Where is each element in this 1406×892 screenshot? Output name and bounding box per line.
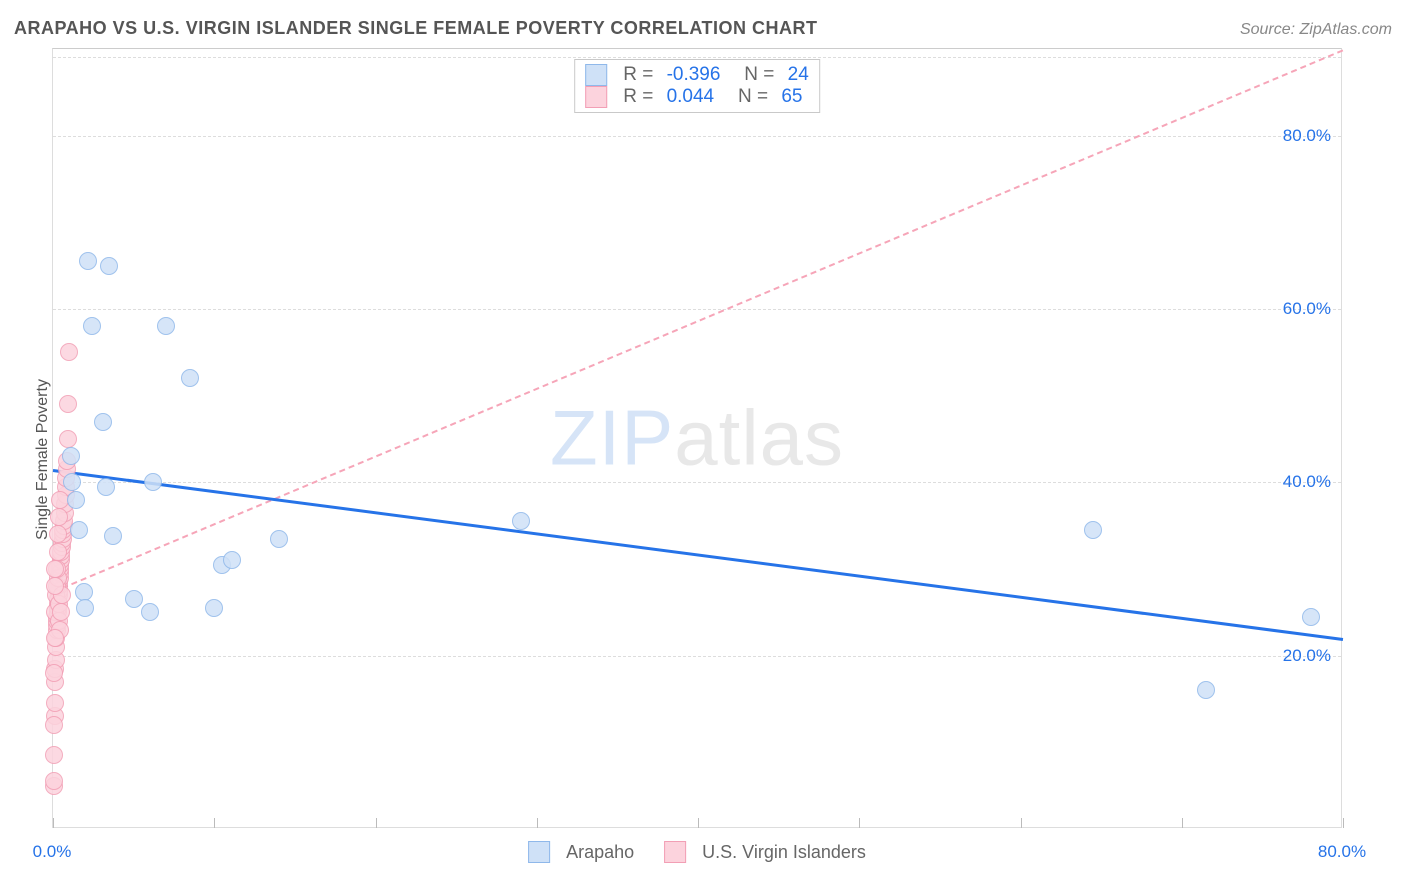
stats-row-arapaho: R = -0.396 N = 24 (585, 64, 809, 86)
legend-item-usvi: U.S. Virgin Islanders (664, 841, 866, 863)
point-usvi (45, 664, 63, 682)
legend-label-usvi: U.S. Virgin Islanders (702, 842, 866, 863)
stats-r-label: R = (623, 86, 658, 108)
point-arapaho (100, 257, 118, 275)
stats-r-label: R = (623, 64, 658, 86)
point-usvi (45, 772, 63, 790)
point-usvi (50, 508, 68, 526)
point-arapaho (157, 317, 175, 335)
point-arapaho (205, 599, 223, 617)
ytick-label: 80.0% (1283, 126, 1331, 146)
point-usvi (52, 603, 70, 621)
point-arapaho (141, 603, 159, 621)
point-arapaho (83, 317, 101, 335)
chart-title: ARAPAHO VS U.S. VIRGIN ISLANDER SINGLE F… (14, 18, 818, 39)
point-usvi (49, 543, 67, 561)
stats-r-value: -0.396 (667, 64, 721, 86)
point-arapaho (63, 473, 81, 491)
chart-source: Source: ZipAtlas.com (1240, 21, 1392, 39)
point-arapaho (70, 521, 88, 539)
legend-swatch-usvi (664, 841, 686, 863)
xtick-mark (376, 818, 377, 828)
point-arapaho (62, 447, 80, 465)
gridline-h (53, 136, 1341, 137)
point-usvi (45, 746, 63, 764)
point-usvi (45, 716, 63, 734)
point-arapaho (125, 590, 143, 608)
point-arapaho (144, 473, 162, 491)
gridline-h (53, 309, 1341, 310)
xtick-mark (698, 818, 699, 828)
stats-n-value: 65 (781, 86, 802, 108)
point-arapaho (76, 599, 94, 617)
plot-area: ZIPatlas R = -0.396 N = 24 R = 0.044 N =… (53, 49, 1341, 827)
watermark-atlas: atlas (674, 394, 844, 482)
legend-item-arapaho: Arapaho (528, 841, 634, 863)
chart-frame: ZIPatlas R = -0.396 N = 24 R = 0.044 N =… (52, 48, 1342, 828)
swatch-arapaho (585, 64, 607, 86)
point-arapaho (270, 530, 288, 548)
gridline-h (53, 57, 1341, 58)
point-arapaho (181, 369, 199, 387)
swatch-usvi (585, 86, 607, 108)
chart-header: ARAPAHO VS U.S. VIRGIN ISLANDER SINGLE F… (14, 18, 1392, 39)
point-arapaho (512, 512, 530, 530)
point-arapaho (1084, 521, 1102, 539)
stats-row-usvi: R = 0.044 N = 65 (585, 86, 809, 108)
xtick-mark (1343, 818, 1344, 828)
point-usvi (46, 694, 64, 712)
watermark-zip: ZIP (550, 394, 674, 482)
point-usvi (60, 343, 78, 361)
xtick-mark (537, 818, 538, 828)
gridline-h (53, 482, 1341, 483)
ytick-label: 40.0% (1283, 472, 1331, 492)
legend-label-arapaho: Arapaho (566, 842, 634, 863)
xtick-mark (214, 818, 215, 828)
stats-n-label: N = (722, 86, 773, 108)
legend-swatch-arapaho (528, 841, 550, 863)
point-usvi (59, 430, 77, 448)
point-arapaho (223, 551, 241, 569)
stats-box: R = -0.396 N = 24 R = 0.044 N = 65 (574, 59, 820, 113)
point-arapaho (104, 527, 122, 545)
point-usvi (49, 525, 67, 543)
xtick-mark (53, 818, 54, 828)
point-arapaho (67, 491, 85, 509)
trendline-usvi (53, 49, 1344, 593)
point-arapaho (79, 252, 97, 270)
gridline-h (53, 656, 1341, 657)
ytick-label: 60.0% (1283, 299, 1331, 319)
point-usvi (59, 395, 77, 413)
point-usvi (46, 629, 64, 647)
xtick-mark (1182, 818, 1183, 828)
xtick-label: 80.0% (1318, 842, 1366, 862)
trendline-arapaho (53, 469, 1343, 641)
stats-r-value: 0.044 (667, 86, 715, 108)
stats-n-value: 24 (788, 64, 809, 86)
point-usvi (46, 577, 64, 595)
bottom-legend: Arapaho U.S. Virgin Islanders (528, 841, 866, 863)
ytick-label: 20.0% (1283, 646, 1331, 666)
point-arapaho (94, 413, 112, 431)
xtick-label: 0.0% (33, 842, 72, 862)
watermark: ZIPatlas (550, 393, 844, 484)
stats-n-label: N = (728, 64, 779, 86)
xtick-mark (859, 818, 860, 828)
point-arapaho (97, 478, 115, 496)
point-usvi (46, 560, 64, 578)
xtick-mark (1021, 818, 1022, 828)
point-arapaho (1302, 608, 1320, 626)
point-arapaho (1197, 681, 1215, 699)
